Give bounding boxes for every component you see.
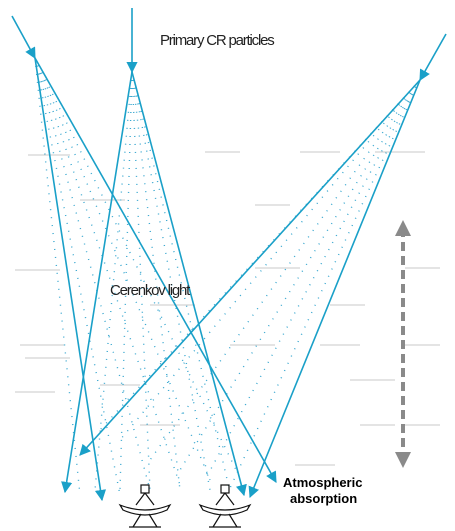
- light-cones: [34, 57, 421, 496]
- absorption-label-line: absorption: [290, 491, 357, 506]
- haze-lines: [15, 151, 440, 466]
- primary-label: Primary CR particles: [160, 32, 274, 49]
- telescopes: [118, 484, 252, 528]
- absorption-label-line: Atmospheric: [283, 475, 362, 490]
- cerenkov-label: Cerenkov light: [110, 282, 191, 299]
- particle-rays: [11, 8, 447, 502]
